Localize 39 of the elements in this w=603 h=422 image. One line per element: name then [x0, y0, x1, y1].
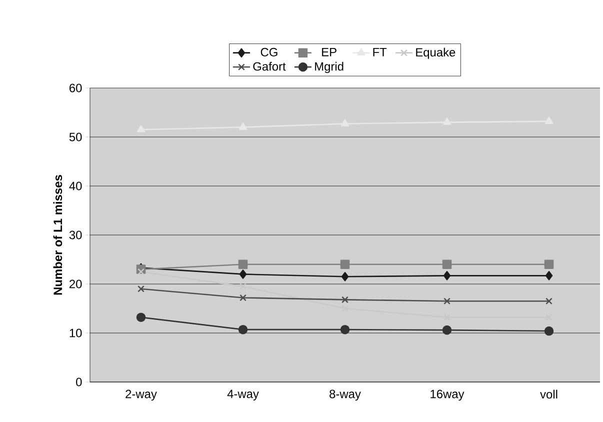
point — [443, 271, 451, 280]
point — [240, 282, 246, 290]
point — [442, 325, 452, 335]
point — [238, 324, 248, 334]
point — [544, 260, 554, 270]
legend-label: EP — [322, 48, 336, 56]
point — [444, 298, 450, 305]
point — [340, 260, 350, 270]
y-tick-label: 50 — [69, 132, 82, 142]
y-tick-label: 40 — [69, 182, 82, 190]
y-tick-label: 30 — [69, 230, 82, 240]
legend-label: Gafort — [253, 62, 286, 71]
legend-label: Mgrid — [315, 62, 344, 74]
y-tick-label: 60 — [70, 84, 82, 92]
point — [342, 296, 348, 304]
point — [544, 326, 554, 336]
y-axis-title: Number of L1 misses — [53, 175, 62, 295]
legend-label: CG — [260, 48, 278, 56]
point — [340, 324, 350, 334]
legend-label: Equake — [416, 48, 456, 59]
point — [238, 260, 248, 270]
x-tick-label: 4-way — [227, 390, 259, 400]
point — [136, 312, 146, 322]
x-tick-label: 8-way — [330, 390, 361, 401]
point — [442, 260, 452, 270]
point — [545, 271, 553, 280]
point — [240, 294, 246, 302]
point — [341, 272, 349, 282]
y-tick-label: 20 — [70, 280, 82, 288]
x-tick-label: 16way — [430, 390, 464, 401]
x-tick-label: 2-way — [126, 390, 157, 401]
x-tick-label: voll — [540, 390, 558, 399]
point — [239, 270, 247, 279]
legend-label: FT — [373, 48, 387, 56]
y-tick-label: 10 — [70, 328, 82, 338]
point — [138, 268, 144, 276]
point — [546, 298, 552, 305]
y-tick-label: 0 — [76, 378, 82, 386]
point — [138, 285, 144, 292]
